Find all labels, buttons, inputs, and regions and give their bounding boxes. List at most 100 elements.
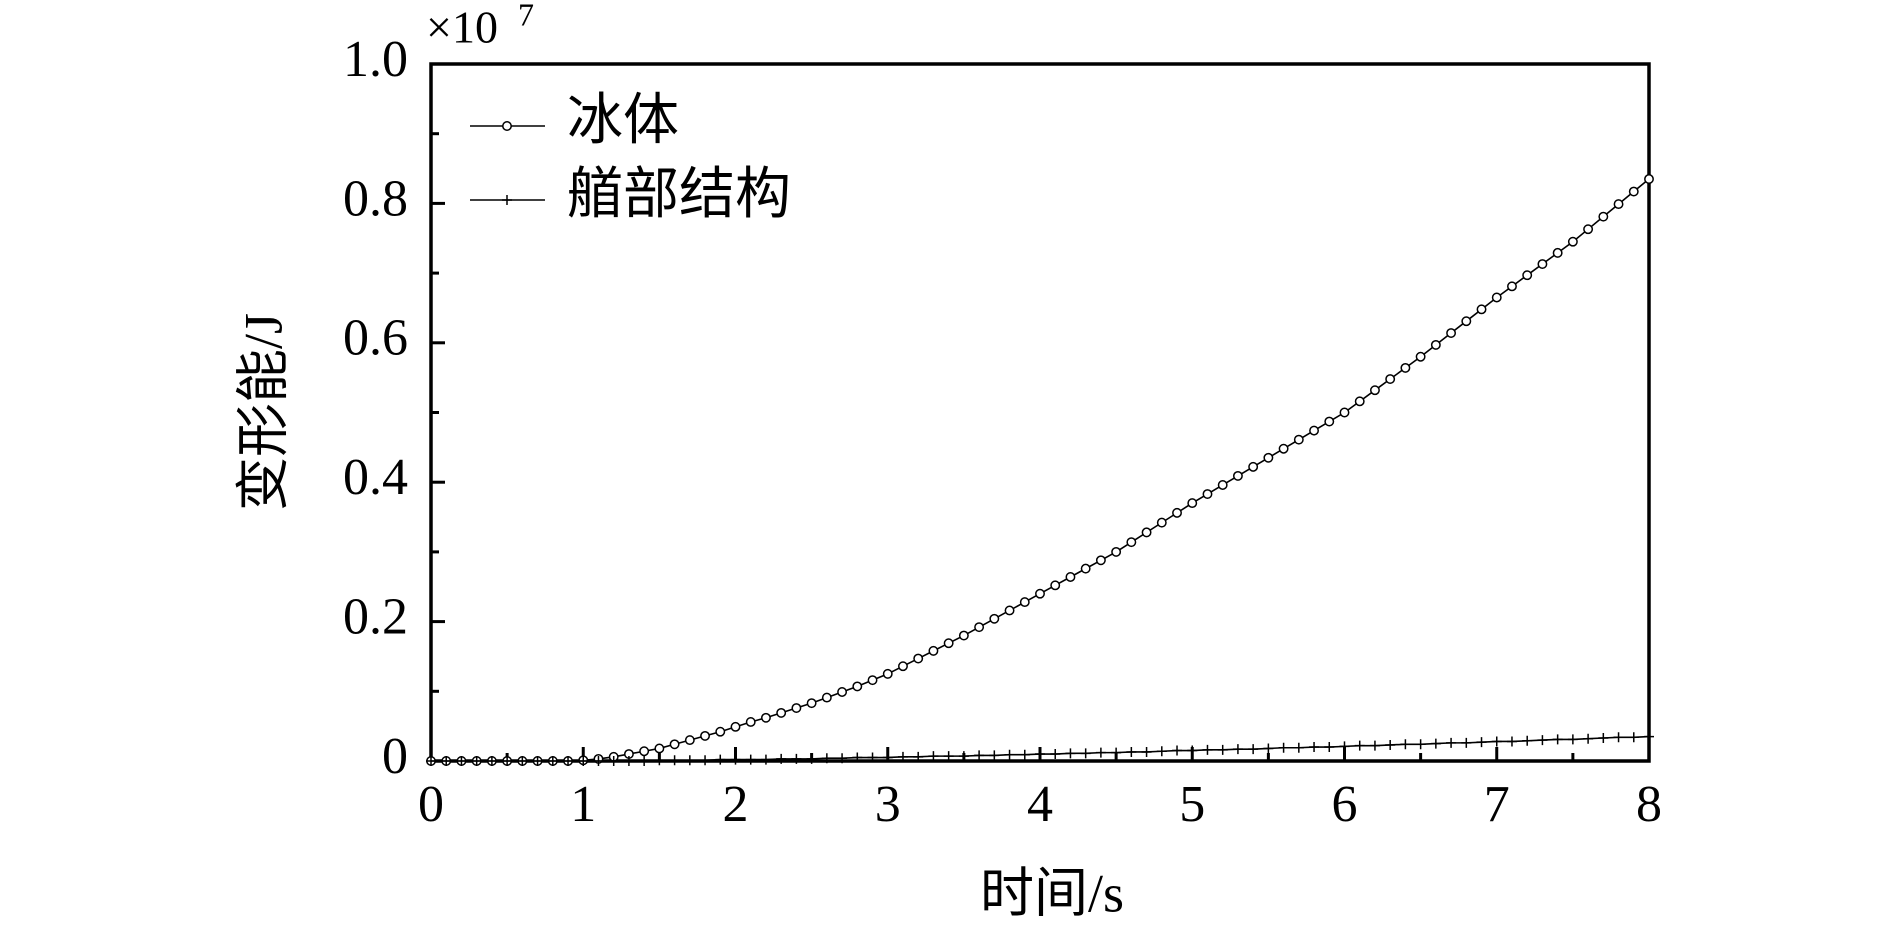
data-point	[1232, 744, 1243, 755]
data-point	[639, 746, 650, 757]
data-point	[1172, 745, 1183, 756]
data-point	[517, 756, 528, 766]
data-point	[913, 653, 924, 664]
data-point	[1522, 270, 1533, 281]
data-point	[821, 692, 832, 703]
data-point	[1491, 736, 1502, 747]
data-point	[1583, 733, 1594, 744]
data-point	[928, 645, 939, 656]
data-point	[563, 756, 574, 766]
data-point	[745, 754, 756, 765]
data-point	[1567, 236, 1578, 247]
data-point	[1309, 742, 1320, 753]
y-tick-label: 1.0	[343, 31, 408, 88]
data-point	[837, 687, 848, 697]
data-point	[1263, 452, 1274, 463]
data-point	[426, 756, 436, 766]
data-point	[989, 613, 1000, 624]
data-point	[806, 753, 817, 764]
x-tick-label: 7	[1484, 776, 1510, 833]
data-point	[1141, 746, 1152, 757]
data-point	[471, 756, 482, 766]
data-point	[1567, 734, 1578, 745]
y-tick-label: 0	[382, 728, 408, 785]
data-point	[1217, 744, 1228, 755]
data-point	[654, 743, 665, 754]
data-point	[1202, 744, 1213, 755]
data-point	[623, 756, 634, 766]
data-point	[1552, 734, 1563, 745]
y-tick-label: 0.6	[343, 310, 408, 367]
data-point	[1354, 396, 1365, 407]
legend-marker	[502, 195, 512, 205]
data-point	[1506, 736, 1517, 747]
data-point	[1278, 742, 1289, 753]
data-point	[1324, 742, 1335, 753]
data-point	[1400, 362, 1411, 373]
data-point	[1080, 563, 1091, 574]
data-point	[1126, 537, 1137, 548]
data-point	[1446, 737, 1457, 748]
x-tick-label: 5	[1179, 776, 1205, 833]
data-point	[1324, 416, 1335, 427]
data-point	[776, 707, 787, 718]
data-point	[1507, 281, 1517, 292]
x-tick-label: 4	[1027, 776, 1053, 833]
data-point	[730, 754, 741, 765]
data-point	[608, 756, 619, 766]
data-point	[1141, 527, 1152, 538]
x-tick-label: 1	[570, 776, 596, 833]
data-point	[1035, 588, 1045, 599]
data-point	[943, 638, 954, 649]
data-point	[654, 755, 665, 766]
data-point	[532, 756, 543, 766]
data-point	[776, 753, 787, 764]
data-point	[1080, 748, 1091, 759]
data-point	[715, 726, 726, 737]
data-point	[1019, 597, 1030, 608]
data-point	[1522, 735, 1533, 746]
data-point	[867, 752, 878, 763]
data-point	[989, 750, 1000, 761]
data-point	[867, 675, 878, 686]
data-point	[837, 753, 848, 764]
data-point	[1263, 743, 1274, 754]
data-point	[1461, 316, 1472, 327]
data-point	[897, 751, 908, 762]
data-point	[684, 735, 695, 746]
data-point	[1583, 224, 1594, 235]
data-point	[1202, 489, 1213, 499]
data-point	[1111, 546, 1122, 557]
x-axis-label: 时间/s	[980, 863, 1124, 923]
data-point	[1400, 739, 1411, 750]
data-point	[684, 755, 695, 766]
data-point	[1430, 738, 1441, 749]
data-point	[761, 712, 771, 723]
data-point	[1019, 749, 1030, 760]
data-point	[1050, 749, 1061, 760]
data-point	[913, 751, 924, 762]
data-point	[1446, 328, 1457, 338]
data-point	[1491, 292, 1502, 303]
data-point	[821, 753, 832, 764]
data-point	[1537, 259, 1548, 269]
legend-label: 艏部结构	[567, 164, 791, 226]
data-point	[441, 756, 452, 766]
data-point	[1217, 480, 1228, 490]
data-point	[1248, 461, 1259, 472]
data-point	[882, 668, 893, 679]
data-point	[1644, 174, 1654, 184]
data-point	[1339, 407, 1350, 418]
data-point	[974, 622, 985, 633]
data-point	[1035, 749, 1045, 760]
data-point	[1430, 339, 1441, 350]
data-point	[974, 750, 985, 761]
data-point	[1385, 374, 1396, 384]
data-point	[928, 751, 939, 762]
data-point	[1248, 744, 1259, 755]
data-point	[1644, 731, 1654, 742]
y-axis-label: 变形能/J	[233, 313, 293, 511]
data-point	[791, 753, 802, 764]
